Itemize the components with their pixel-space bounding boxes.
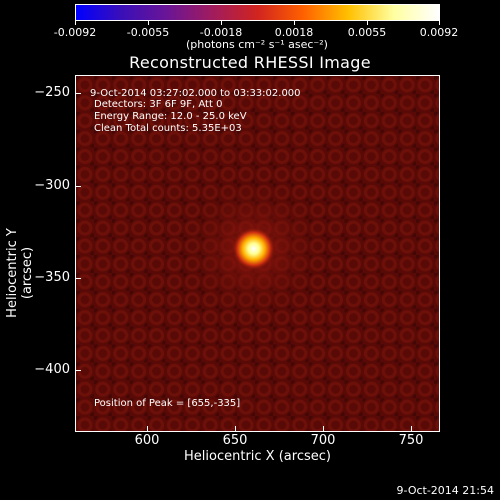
colorbar-tick-label: 0.0018 xyxy=(274,26,314,39)
colorbar xyxy=(75,4,440,21)
annotation-time-range: 9-Oct-2014 03:27:02.000 to 03:33:02.000 xyxy=(90,88,301,99)
y-axis-label: Heliocentric Y (arcsec) xyxy=(5,228,35,318)
colorbar-tick-label: -0.0018 xyxy=(199,26,243,39)
y-tick-label: −350 xyxy=(34,270,70,285)
y-tick-label: −300 xyxy=(34,178,70,193)
x-tick-label: 750 xyxy=(398,433,424,448)
x-axis-label: Heliocentric X (arcsec) xyxy=(184,449,331,464)
annotation-peak: Position of Peak = [655,-335] xyxy=(94,398,241,409)
hxr-source xyxy=(231,226,276,271)
colorbar-units: (photons cm⁻² s⁻¹ asec⁻²) xyxy=(186,38,328,51)
rhessi-image xyxy=(76,76,439,431)
x-tick-label: 700 xyxy=(310,433,336,448)
colorbar-tick-label: -0.0092 xyxy=(53,26,97,39)
y-tick-label: −400 xyxy=(34,362,70,377)
colorbar-tick-label: 0.0092 xyxy=(419,26,459,39)
image-plot: 9-Oct-2014 03:27:02.000 to 03:33:02.000 … xyxy=(75,75,440,432)
annotation-clean: Clean Total counts: 5.35E+03 xyxy=(94,123,242,134)
colorbar-tick-label: -0.0055 xyxy=(126,26,170,39)
x-tick-label: 600 xyxy=(134,433,160,448)
x-tick-label: 650 xyxy=(222,433,248,448)
annotation-detectors: Detectors: 3F 6F 9F, Att 0 xyxy=(94,99,223,110)
annotation-energy: Energy Range: 12.0 - 25.0 keV xyxy=(94,111,247,122)
plot-title: Reconstructed RHESSI Image xyxy=(129,53,371,72)
timestamp: 9-Oct-2014 21:54 xyxy=(396,484,494,497)
y-tick-label: −250 xyxy=(34,85,70,100)
colorbar-tick-label: 0.0055 xyxy=(347,26,387,39)
